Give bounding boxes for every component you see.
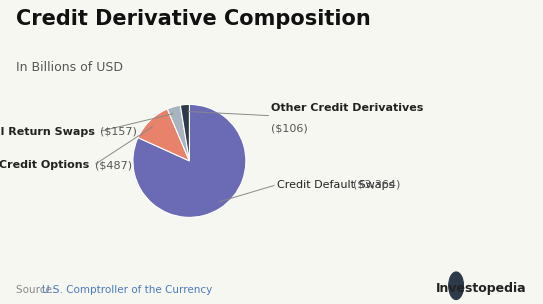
Text: Investopedia: Investopedia — [436, 282, 527, 295]
Text: Source:: Source: — [16, 285, 59, 295]
Text: ($3,364): ($3,364) — [353, 180, 401, 190]
Text: Credit Derivative Composition: Credit Derivative Composition — [16, 9, 371, 29]
Circle shape — [449, 272, 464, 299]
Text: Other Credit Derivatives: Other Credit Derivatives — [272, 103, 424, 113]
Wedge shape — [167, 105, 190, 161]
Text: In Billions of USD: In Billions of USD — [16, 61, 123, 74]
Text: ($157): ($157) — [100, 126, 137, 136]
Text: Credit Options: Credit Options — [0, 161, 93, 171]
Text: U.S. Comptroller of the Currency: U.S. Comptroller of the Currency — [42, 285, 213, 295]
Text: Total Return Swaps: Total Return Swaps — [0, 126, 99, 136]
Wedge shape — [138, 109, 190, 161]
Text: ($106): ($106) — [272, 123, 308, 133]
Wedge shape — [180, 105, 190, 161]
Text: Credit Default Swaps: Credit Default Swaps — [277, 180, 398, 190]
Wedge shape — [133, 105, 246, 217]
Text: ($487): ($487) — [94, 161, 131, 171]
